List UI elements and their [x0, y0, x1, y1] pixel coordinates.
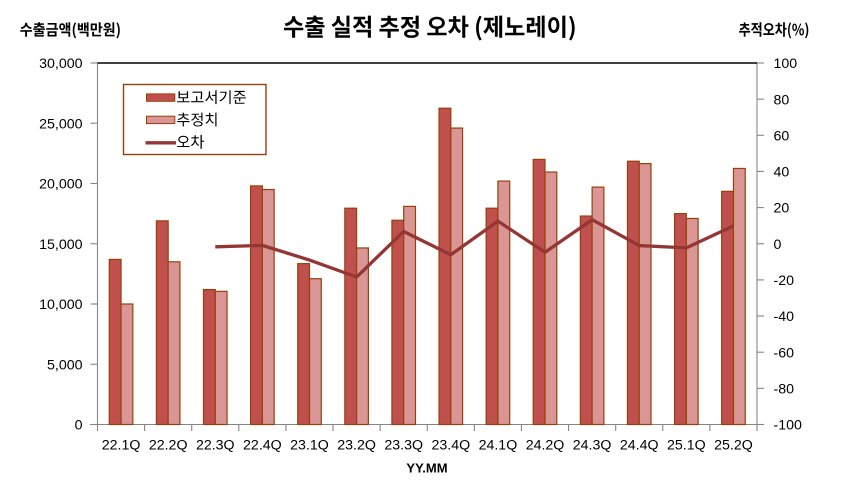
- svg-text:80: 80: [774, 92, 790, 108]
- svg-text:22.3Q: 22.3Q: [196, 438, 235, 454]
- svg-text:YY.MM: YY.MM: [406, 460, 447, 475]
- svg-text:24.1Q: 24.1Q: [479, 438, 518, 454]
- svg-text:40: 40: [774, 165, 790, 181]
- svg-text:20: 20: [774, 201, 790, 217]
- svg-text:22.4Q: 22.4Q: [243, 438, 282, 454]
- svg-text:20,000: 20,000: [39, 177, 83, 193]
- svg-text:23.3Q: 23.3Q: [384, 438, 423, 454]
- svg-text:10,000: 10,000: [39, 297, 83, 313]
- svg-text:-60: -60: [774, 345, 795, 361]
- svg-text:5,000: 5,000: [47, 357, 83, 373]
- svg-text:23.2Q: 23.2Q: [337, 438, 376, 454]
- svg-text:25,000: 25,000: [39, 116, 83, 132]
- svg-text:0: 0: [75, 418, 83, 434]
- svg-text:30,000: 30,000: [39, 56, 83, 72]
- svg-text:24.4Q: 24.4Q: [620, 438, 659, 454]
- svg-text:100: 100: [774, 56, 798, 72]
- svg-text:-100: -100: [774, 418, 803, 434]
- svg-text:0: 0: [774, 237, 782, 253]
- svg-text:22.2Q: 22.2Q: [149, 438, 188, 454]
- svg-text:23.1Q: 23.1Q: [290, 438, 329, 454]
- svg-text:25.2Q: 25.2Q: [714, 438, 753, 454]
- svg-text:24.3Q: 24.3Q: [573, 438, 612, 454]
- svg-text:23.4Q: 23.4Q: [431, 438, 470, 454]
- svg-text:22.1Q: 22.1Q: [102, 438, 141, 454]
- svg-text:60: 60: [774, 128, 790, 144]
- svg-text:24.2Q: 24.2Q: [526, 438, 565, 454]
- svg-text:-40: -40: [774, 309, 795, 325]
- svg-text:-80: -80: [774, 381, 795, 397]
- svg-text:15,000: 15,000: [39, 237, 83, 253]
- svg-text:-20: -20: [774, 273, 795, 289]
- svg-text:25.1Q: 25.1Q: [667, 438, 706, 454]
